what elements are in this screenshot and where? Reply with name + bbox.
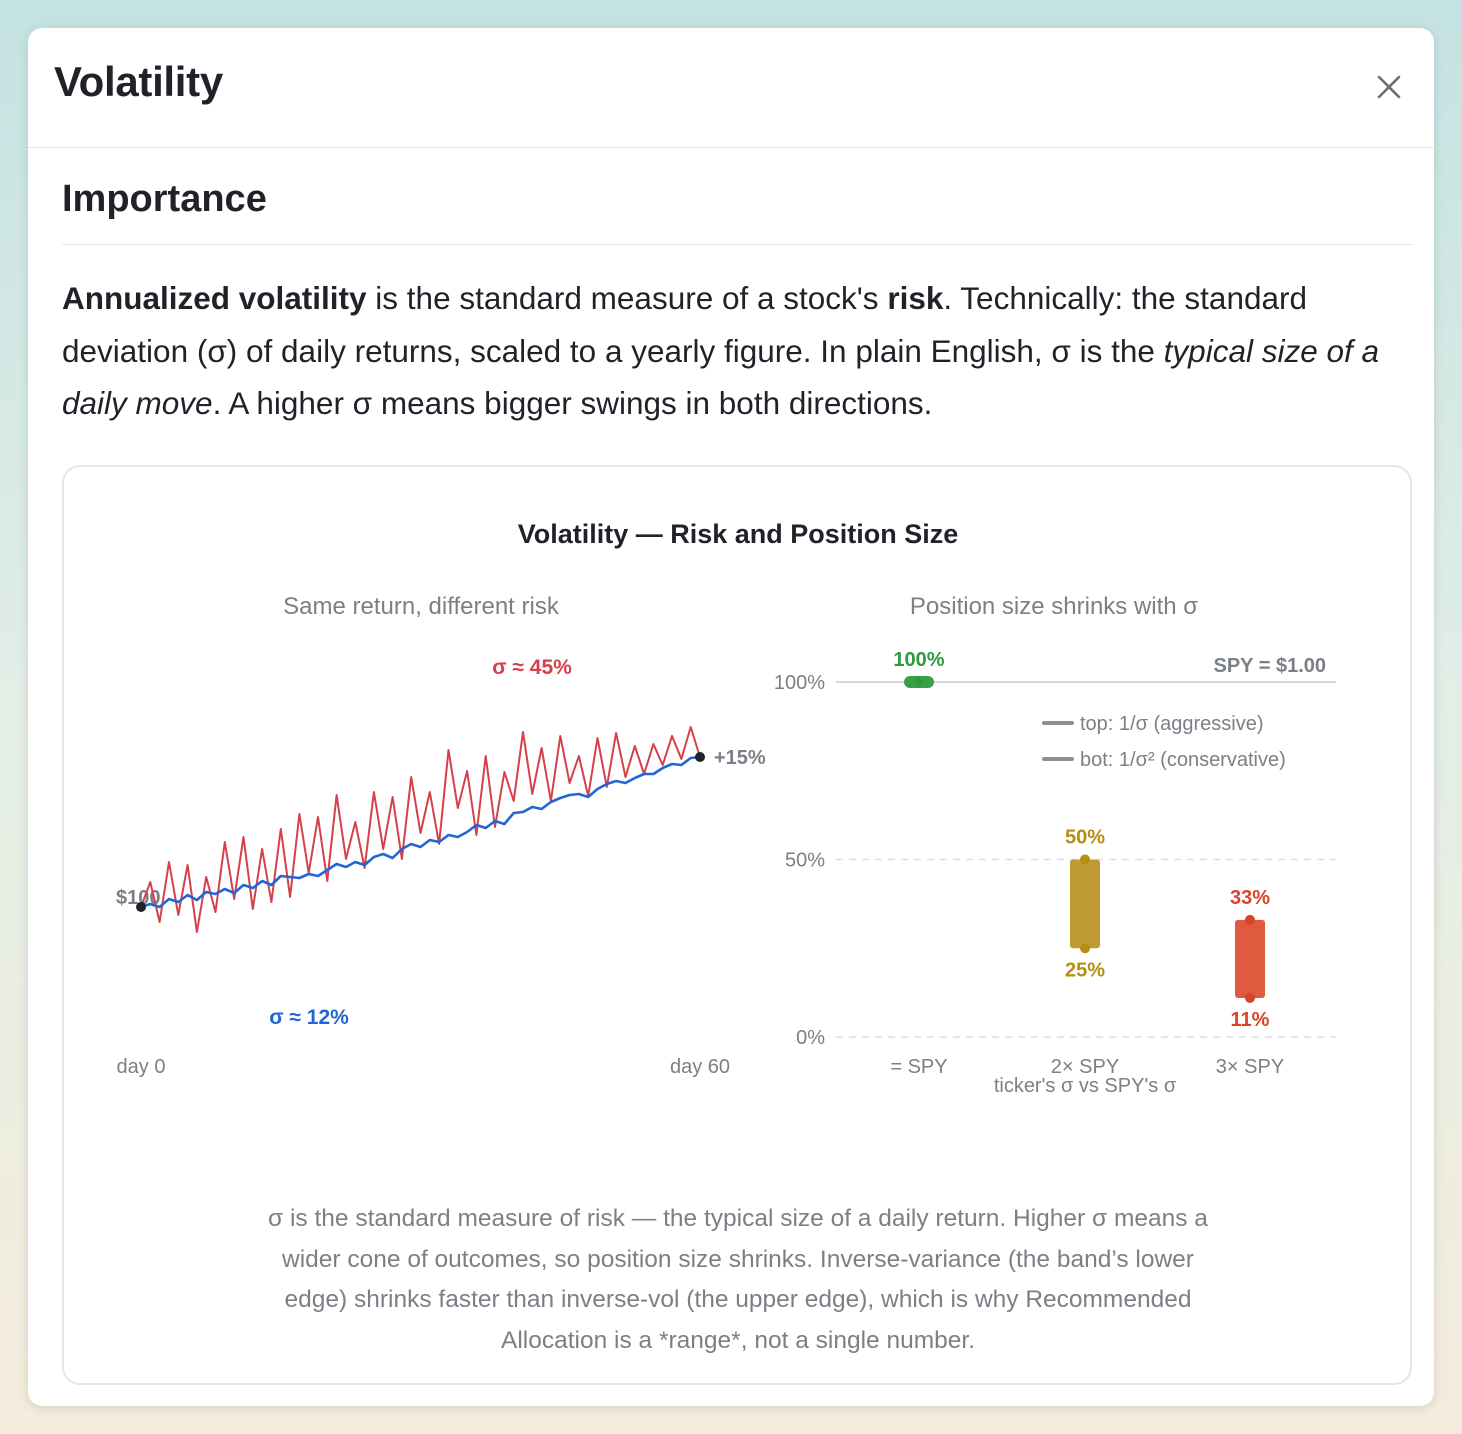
intro-segment-5: . A higher σ means bigger swings in both…: [212, 385, 933, 421]
section-divider: [62, 244, 1413, 245]
range-bottom-label: 25%: [1065, 959, 1105, 981]
range-top-label: 33%: [1230, 887, 1270, 909]
volatility-modal: Volatility Importance Annualized volatil…: [28, 28, 1434, 1406]
close-button[interactable]: [1368, 66, 1410, 108]
close-icon: [1377, 75, 1401, 99]
end-return-label: +15%: [714, 747, 766, 769]
range-bar: [1235, 919, 1265, 998]
range-top-dot: [1080, 854, 1090, 865]
range-top-label: 50%: [1065, 827, 1105, 849]
x-tick-label-end: day 60: [670, 1056, 730, 1078]
category-label: = SPY: [890, 1056, 947, 1078]
low-vol-series-line: [140, 755, 701, 909]
figure-card: Volatility — Risk and Position Size Same…: [62, 465, 1412, 1385]
left-chart-title: Same return, different risk: [283, 593, 560, 620]
figure-title: Volatility — Risk and Position Size: [518, 519, 959, 549]
legend-entry: bot: 1/σ² (conservative): [1080, 749, 1286, 771]
range-bottom-label: 11%: [1231, 1009, 1270, 1031]
intro-segment-2: risk: [887, 280, 944, 316]
intro-segment-4: typical size of a daily move: [62, 332, 1380, 422]
intro-segment-3: . Technically: the standard deviation (σ…: [62, 280, 1308, 369]
intro-paragraph: Annualized volatility is the standard me…: [62, 272, 1418, 430]
high-vol-series-line: [140, 726, 701, 933]
category-label: 3× SPY: [1216, 1056, 1284, 1078]
range-top-dot: [1245, 914, 1255, 925]
intro-segment-1: is the standard measure of a stock's: [366, 280, 888, 316]
modal-header: Volatility: [28, 28, 1434, 148]
modal-title: Volatility: [54, 58, 223, 105]
high-vol-series-label: σ ≈ 45%: [492, 656, 572, 679]
right-chart-title: Position size shrinks with σ: [910, 593, 1198, 620]
y-tick-label-100: 100%: [774, 672, 825, 694]
y-tick-label-0: 0%: [796, 1027, 825, 1049]
volatility-figure: Volatility — Risk and Position Size Same…: [116, 519, 1336, 1097]
range-bottom-dot: [1245, 992, 1255, 1003]
range-top-dot: [914, 677, 924, 687]
legend-entry: top: 1/σ (aggressive): [1080, 713, 1264, 735]
reference-label: SPY = $1.00: [1214, 655, 1327, 677]
figure-caption: σ is the standard measure of risk — the …: [268, 1205, 1208, 1354]
low-vol-series-label: σ ≈ 12%: [269, 1006, 349, 1029]
range-top-label: 100%: [893, 649, 944, 671]
range-bottom-dot: [1080, 943, 1090, 954]
x-tick-label-start: day 0: [117, 1056, 166, 1078]
intro-segment-0: Annualized volatility: [62, 280, 367, 316]
position-size-chart: Position size shrinks with σ 0% 50% 100% SPY…: [774, 593, 1336, 1097]
range-bar: [1070, 859, 1100, 949]
x-axis-label: ticker's σ vs SPY's σ: [994, 1075, 1177, 1097]
category-label: 2× SPY: [1051, 1056, 1119, 1078]
end-point: [695, 752, 705, 762]
start-point: [136, 902, 146, 912]
y-tick-label-50: 50%: [785, 850, 825, 872]
section-title: Importance: [62, 178, 267, 220]
